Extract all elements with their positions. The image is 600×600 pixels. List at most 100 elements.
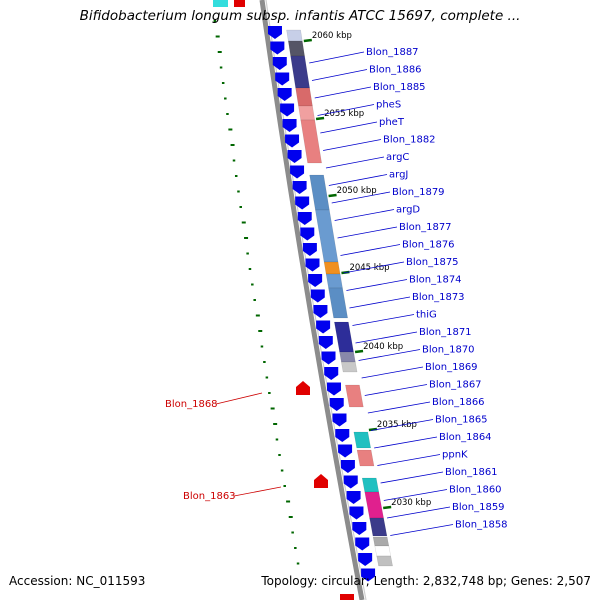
gene-label[interactable]: Blon_1865 bbox=[435, 415, 488, 426]
gene-arrow[interactable] bbox=[349, 506, 364, 520]
gene-arrow[interactable] bbox=[329, 398, 344, 411]
feature-block bbox=[372, 536, 390, 547]
gene-label[interactable]: Blon_1861 bbox=[445, 467, 498, 478]
gene-label[interactable]: Blon_1873 bbox=[412, 292, 465, 303]
gene-arrow[interactable] bbox=[287, 150, 302, 163]
kbp-tick-mark bbox=[315, 116, 325, 121]
gene-arrow[interactable] bbox=[358, 553, 373, 566]
dot-track-mark bbox=[273, 423, 278, 425]
reverse-label-leader bbox=[233, 486, 282, 497]
gene-label[interactable]: pheT bbox=[379, 117, 405, 128]
gene-arrow[interactable] bbox=[326, 382, 341, 396]
gene-arrows bbox=[267, 26, 376, 582]
gene-arrow[interactable] bbox=[361, 568, 376, 582]
gene-label[interactable]: argC bbox=[386, 152, 409, 163]
dot-track-mark bbox=[228, 128, 233, 131]
reverse-gene-marker[interactable] bbox=[296, 381, 310, 395]
gene-label[interactable]: ppnK bbox=[442, 450, 468, 461]
gene-arrow[interactable] bbox=[332, 413, 347, 427]
gene-arrow[interactable] bbox=[275, 72, 290, 86]
gene-label[interactable]: Blon_1875 bbox=[406, 257, 459, 268]
feature-block bbox=[364, 491, 384, 519]
gene-arrow[interactable] bbox=[280, 103, 295, 117]
gene-label[interactable]: Blon_1858 bbox=[455, 520, 508, 531]
map-title: Bifidobacterium longum subsp. infantis A… bbox=[79, 8, 521, 24]
gene-arrow[interactable] bbox=[324, 367, 339, 380]
gene-arrow[interactable] bbox=[277, 88, 292, 101]
gene-label-leader bbox=[309, 51, 365, 64]
dot-track-mark bbox=[226, 113, 229, 115]
gene-arrow[interactable] bbox=[355, 537, 370, 551]
gene-label[interactable]: Blon_1886 bbox=[369, 65, 422, 76]
gene-arrow[interactable] bbox=[310, 289, 325, 303]
gene-label-leader bbox=[314, 86, 372, 99]
gene-label-leader bbox=[320, 121, 378, 134]
gene-label[interactable]: Blon_1864 bbox=[439, 432, 492, 443]
gene-arrow[interactable] bbox=[346, 491, 361, 504]
gene-label[interactable]: thiG bbox=[416, 310, 437, 321]
gene-label-leader bbox=[331, 191, 391, 204]
gene-arrow[interactable] bbox=[292, 181, 307, 194]
gene-arrow[interactable] bbox=[295, 196, 310, 210]
reverse-gene-label[interactable]: Blon_1868 bbox=[165, 399, 218, 410]
gene-label[interactable]: Blon_1877 bbox=[399, 222, 452, 233]
gene-label[interactable]: Blon_1866 bbox=[432, 397, 485, 408]
backbone-line bbox=[259, 0, 365, 600]
gene-label[interactable]: Blon_1869 bbox=[425, 362, 478, 373]
gene-arrow[interactable] bbox=[305, 258, 320, 272]
gene-label[interactable]: Blon_1874 bbox=[409, 275, 462, 286]
gene-arrow[interactable] bbox=[340, 460, 355, 473]
gene-arrow[interactable] bbox=[335, 429, 350, 442]
gene-label[interactable]: Blon_1885 bbox=[373, 82, 426, 93]
gene-arrow[interactable] bbox=[352, 522, 367, 535]
gene-label[interactable]: Blon_1879 bbox=[392, 187, 445, 198]
gene-arrow[interactable] bbox=[321, 351, 336, 365]
gene-arrow[interactable] bbox=[300, 227, 315, 241]
dot-track-mark bbox=[239, 206, 242, 208]
gene-labels: Blon_1887 Blon_1886 Blon_1885 pheS pheT Blon_… bbox=[165, 47, 508, 536]
kbp-tick-mark bbox=[354, 349, 364, 354]
gene-label[interactable]: Blon_1871 bbox=[419, 327, 472, 338]
gene-arrow[interactable] bbox=[313, 305, 328, 318]
gene-arrow[interactable] bbox=[270, 41, 285, 55]
gene-arrow[interactable] bbox=[302, 243, 317, 256]
gene-label[interactable]: Blon_1860 bbox=[449, 485, 502, 496]
gene-arrow[interactable] bbox=[318, 336, 333, 349]
gene-arrow[interactable] bbox=[338, 444, 353, 458]
dot-track-mark bbox=[280, 469, 284, 472]
gene-arrow[interactable] bbox=[282, 119, 297, 132]
gene-arrow[interactable] bbox=[343, 475, 358, 489]
feature-block bbox=[309, 174, 330, 211]
dot-track-mark bbox=[251, 283, 254, 286]
gene-label[interactable]: Blon_1887 bbox=[366, 47, 419, 58]
feature-block bbox=[325, 273, 343, 289]
kbp-tick-label: 2040 kbp bbox=[363, 342, 403, 352]
gene-arrow[interactable] bbox=[290, 165, 305, 179]
gene-label-leader bbox=[364, 384, 428, 396]
kbp-tick-label: 2035 kbp bbox=[377, 420, 417, 430]
gene-arrow[interactable] bbox=[316, 320, 331, 334]
dot-track-mark bbox=[232, 159, 236, 162]
reverse-gene-label[interactable]: Blon_1863 bbox=[183, 491, 236, 502]
feature-block bbox=[213, 0, 228, 7]
gene-label[interactable]: Blon_1882 bbox=[383, 135, 436, 146]
gene-label[interactable]: Blon_1859 bbox=[452, 502, 505, 513]
gene-arrow[interactable] bbox=[297, 212, 312, 225]
gene-label[interactable]: argJ bbox=[389, 170, 408, 181]
feature-block bbox=[369, 517, 388, 537]
reverse-gene-marker[interactable] bbox=[314, 474, 328, 488]
gene-label[interactable]: pheS bbox=[376, 100, 401, 111]
gene-label[interactable]: Blon_1867 bbox=[429, 380, 482, 391]
gene-label[interactable]: Blon_1876 bbox=[402, 240, 455, 251]
gene-arrow[interactable] bbox=[272, 57, 287, 70]
gene-arrow[interactable] bbox=[308, 274, 323, 287]
feature-block bbox=[315, 209, 339, 263]
dot-track-mark bbox=[248, 268, 252, 270]
gene-arrow[interactable] bbox=[267, 26, 282, 39]
gene-label[interactable]: argD bbox=[396, 205, 420, 216]
gene-label[interactable]: Blon_1870 bbox=[422, 345, 475, 356]
gene-label-leader bbox=[374, 436, 438, 449]
dot-track-mark bbox=[260, 345, 264, 348]
gene-arrow[interactable] bbox=[285, 134, 300, 148]
